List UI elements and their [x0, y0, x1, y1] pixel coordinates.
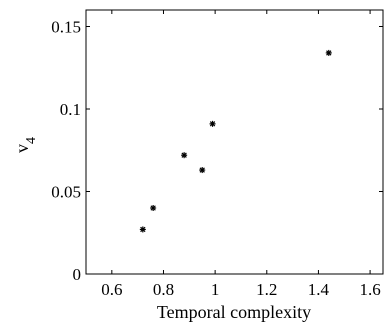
data-point — [150, 205, 157, 211]
data-point — [181, 152, 188, 159]
y-axis: 0 0.05 0.1 0.15 — [51, 18, 383, 284]
y-tick-label: 0.05 — [51, 183, 81, 202]
plot-border — [85, 9, 384, 275]
y-tick-label: 0.1 — [60, 100, 81, 119]
x-tick-label: 1.6 — [359, 280, 380, 299]
x-axis-label: Temporal complexity — [157, 302, 311, 322]
data-point — [199, 167, 206, 174]
y-tick-label: 0.15 — [51, 18, 81, 37]
plot-frame — [85, 9, 384, 275]
data-point — [325, 49, 332, 56]
y-axis-label: v — [12, 144, 32, 153]
svg-text:v4: v4 — [12, 137, 39, 153]
data-points — [139, 49, 332, 233]
x-tick-label: 0.8 — [153, 280, 174, 299]
data-point — [209, 120, 216, 127]
y-axis-label-group: v4 — [12, 137, 39, 153]
y-axis-label-subscript: 4 — [24, 137, 39, 144]
data-point — [139, 226, 146, 233]
x-tick-label: 1.4 — [308, 280, 330, 299]
x-tick-label: 1.2 — [256, 280, 277, 299]
x-tick-label: 0.6 — [101, 280, 122, 299]
x-axis: 0.6 0.8 1 1.2 1.4 1.6 — [101, 10, 381, 299]
x-tick-label: 1 — [211, 280, 220, 299]
y-tick-label: 0 — [73, 265, 82, 284]
